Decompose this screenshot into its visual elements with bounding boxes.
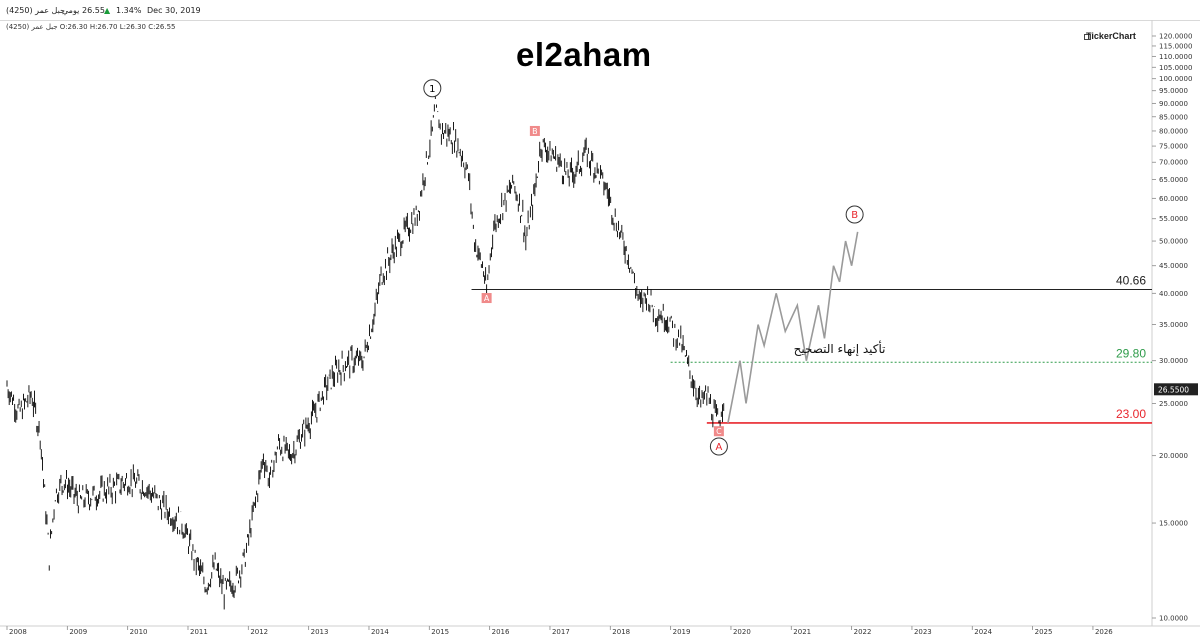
- watermark-title: el2aham: [516, 36, 652, 73]
- tickerchart-logo-icon: [1084, 34, 1091, 40]
- wave-label: A: [715, 442, 722, 453]
- x-tick-label: 2010: [130, 628, 148, 636]
- last-price-label: 26.5500: [1158, 385, 1189, 394]
- up-arrow-icon: ▲: [104, 6, 111, 15]
- x-tick-label: 2024: [974, 628, 992, 636]
- y-tick-label: 100.0000: [1159, 75, 1192, 83]
- last-price-tag: [1154, 383, 1198, 396]
- wave-label-box: [481, 293, 492, 304]
- x-tick-label: 2012: [250, 628, 268, 636]
- y-tick-label: 110.0000: [1159, 53, 1192, 61]
- x-tick-label: 2013: [311, 628, 329, 636]
- date-label: Dec 30, 2019: [147, 6, 201, 15]
- x-tick-label: 2011: [190, 628, 208, 636]
- confirm-text: تأكيد إنهاء التصحيح: [794, 340, 886, 356]
- y-tick-label: 45.0000: [1159, 262, 1188, 270]
- y-tick-label: 85.0000: [1159, 113, 1188, 121]
- y-tick-label: 120.0000: [1159, 33, 1192, 41]
- y-tick-label: 70.0000: [1159, 159, 1188, 167]
- y-tick-label: 25.0000: [1159, 400, 1188, 408]
- x-tick-label: 2017: [552, 628, 570, 636]
- y-tick-label: 50.0000: [1159, 238, 1188, 246]
- ohlc-readout: (4250) جبل عمر O:26.30 H:26.70 L:26.30 C…: [6, 23, 176, 31]
- y-tick-label: 90.0000: [1159, 100, 1188, 108]
- x-tick-label: 2025: [1035, 628, 1053, 636]
- x-tick-label: 2023: [914, 628, 932, 636]
- wave-label-box: [529, 125, 540, 136]
- x-tick-label: 2015: [431, 628, 449, 636]
- y-tick-label: 75.0000: [1159, 143, 1188, 151]
- x-tick-label: 2019: [673, 628, 691, 636]
- wave-label: B: [851, 210, 858, 221]
- y-tick-label: 15.0000: [1159, 520, 1188, 528]
- level-label-support: 23.00: [1116, 407, 1146, 421]
- y-tick-label: 60.0000: [1159, 195, 1188, 203]
- y-tick-label: 115.0000: [1159, 42, 1192, 50]
- level-label-resistance: 40.66: [1116, 273, 1146, 287]
- x-tick-label: 2016: [492, 628, 510, 636]
- change-percent: 1.34%: [116, 6, 142, 15]
- y-tick-label: 30.0000: [1159, 357, 1188, 365]
- x-tick-label: 2020: [733, 628, 751, 636]
- price-bars: [6, 91, 725, 610]
- y-tick-label: 95.0000: [1159, 87, 1188, 95]
- y-tick-label: 80.0000: [1159, 127, 1188, 135]
- wave-label: C: [716, 427, 722, 436]
- y-tick-label: 35.0000: [1159, 321, 1188, 329]
- level-label-confirm: 29.80: [1116, 346, 1146, 360]
- wave-label-circle: [423, 79, 442, 98]
- wave-label: A: [484, 294, 490, 303]
- x-tick-label: 2018: [612, 628, 630, 636]
- wave-label-box: [713, 426, 724, 437]
- last-price: 26.55: [82, 6, 105, 15]
- y-tick-label: 65.0000: [1159, 176, 1188, 184]
- y-tick-label: 55.0000: [1159, 215, 1188, 223]
- x-tick-label: 2014: [371, 628, 389, 636]
- brand-label: TickerChart: [1086, 31, 1136, 41]
- y-tick-label: 40.0000: [1159, 290, 1188, 298]
- wave-label-circle: [845, 205, 864, 224]
- y-tick-label: 20.0000: [1159, 452, 1188, 460]
- period-selector[interactable]: يومي: [62, 6, 80, 15]
- x-tick-label: 2009: [69, 628, 87, 636]
- ticker-name[interactable]: (4250) جبل عمر: [6, 6, 65, 15]
- x-tick-label: 2026: [1095, 628, 1113, 636]
- ticker-header: (4250) جبل عمر يومي 26.55 ▲ 1.34% Dec 30…: [0, 0, 1200, 21]
- x-tick-label: 2021: [793, 628, 811, 636]
- x-tick-label: 2022: [854, 628, 872, 636]
- wave-label: 1: [429, 84, 435, 95]
- x-tick-label: 2008: [9, 628, 27, 636]
- wave-label: B: [532, 127, 538, 136]
- y-tick-label: 10.0000: [1159, 615, 1188, 623]
- projection-path: [727, 231, 859, 424]
- wave-label-circle: [709, 437, 728, 456]
- y-tick-label: 105.0000: [1159, 64, 1192, 72]
